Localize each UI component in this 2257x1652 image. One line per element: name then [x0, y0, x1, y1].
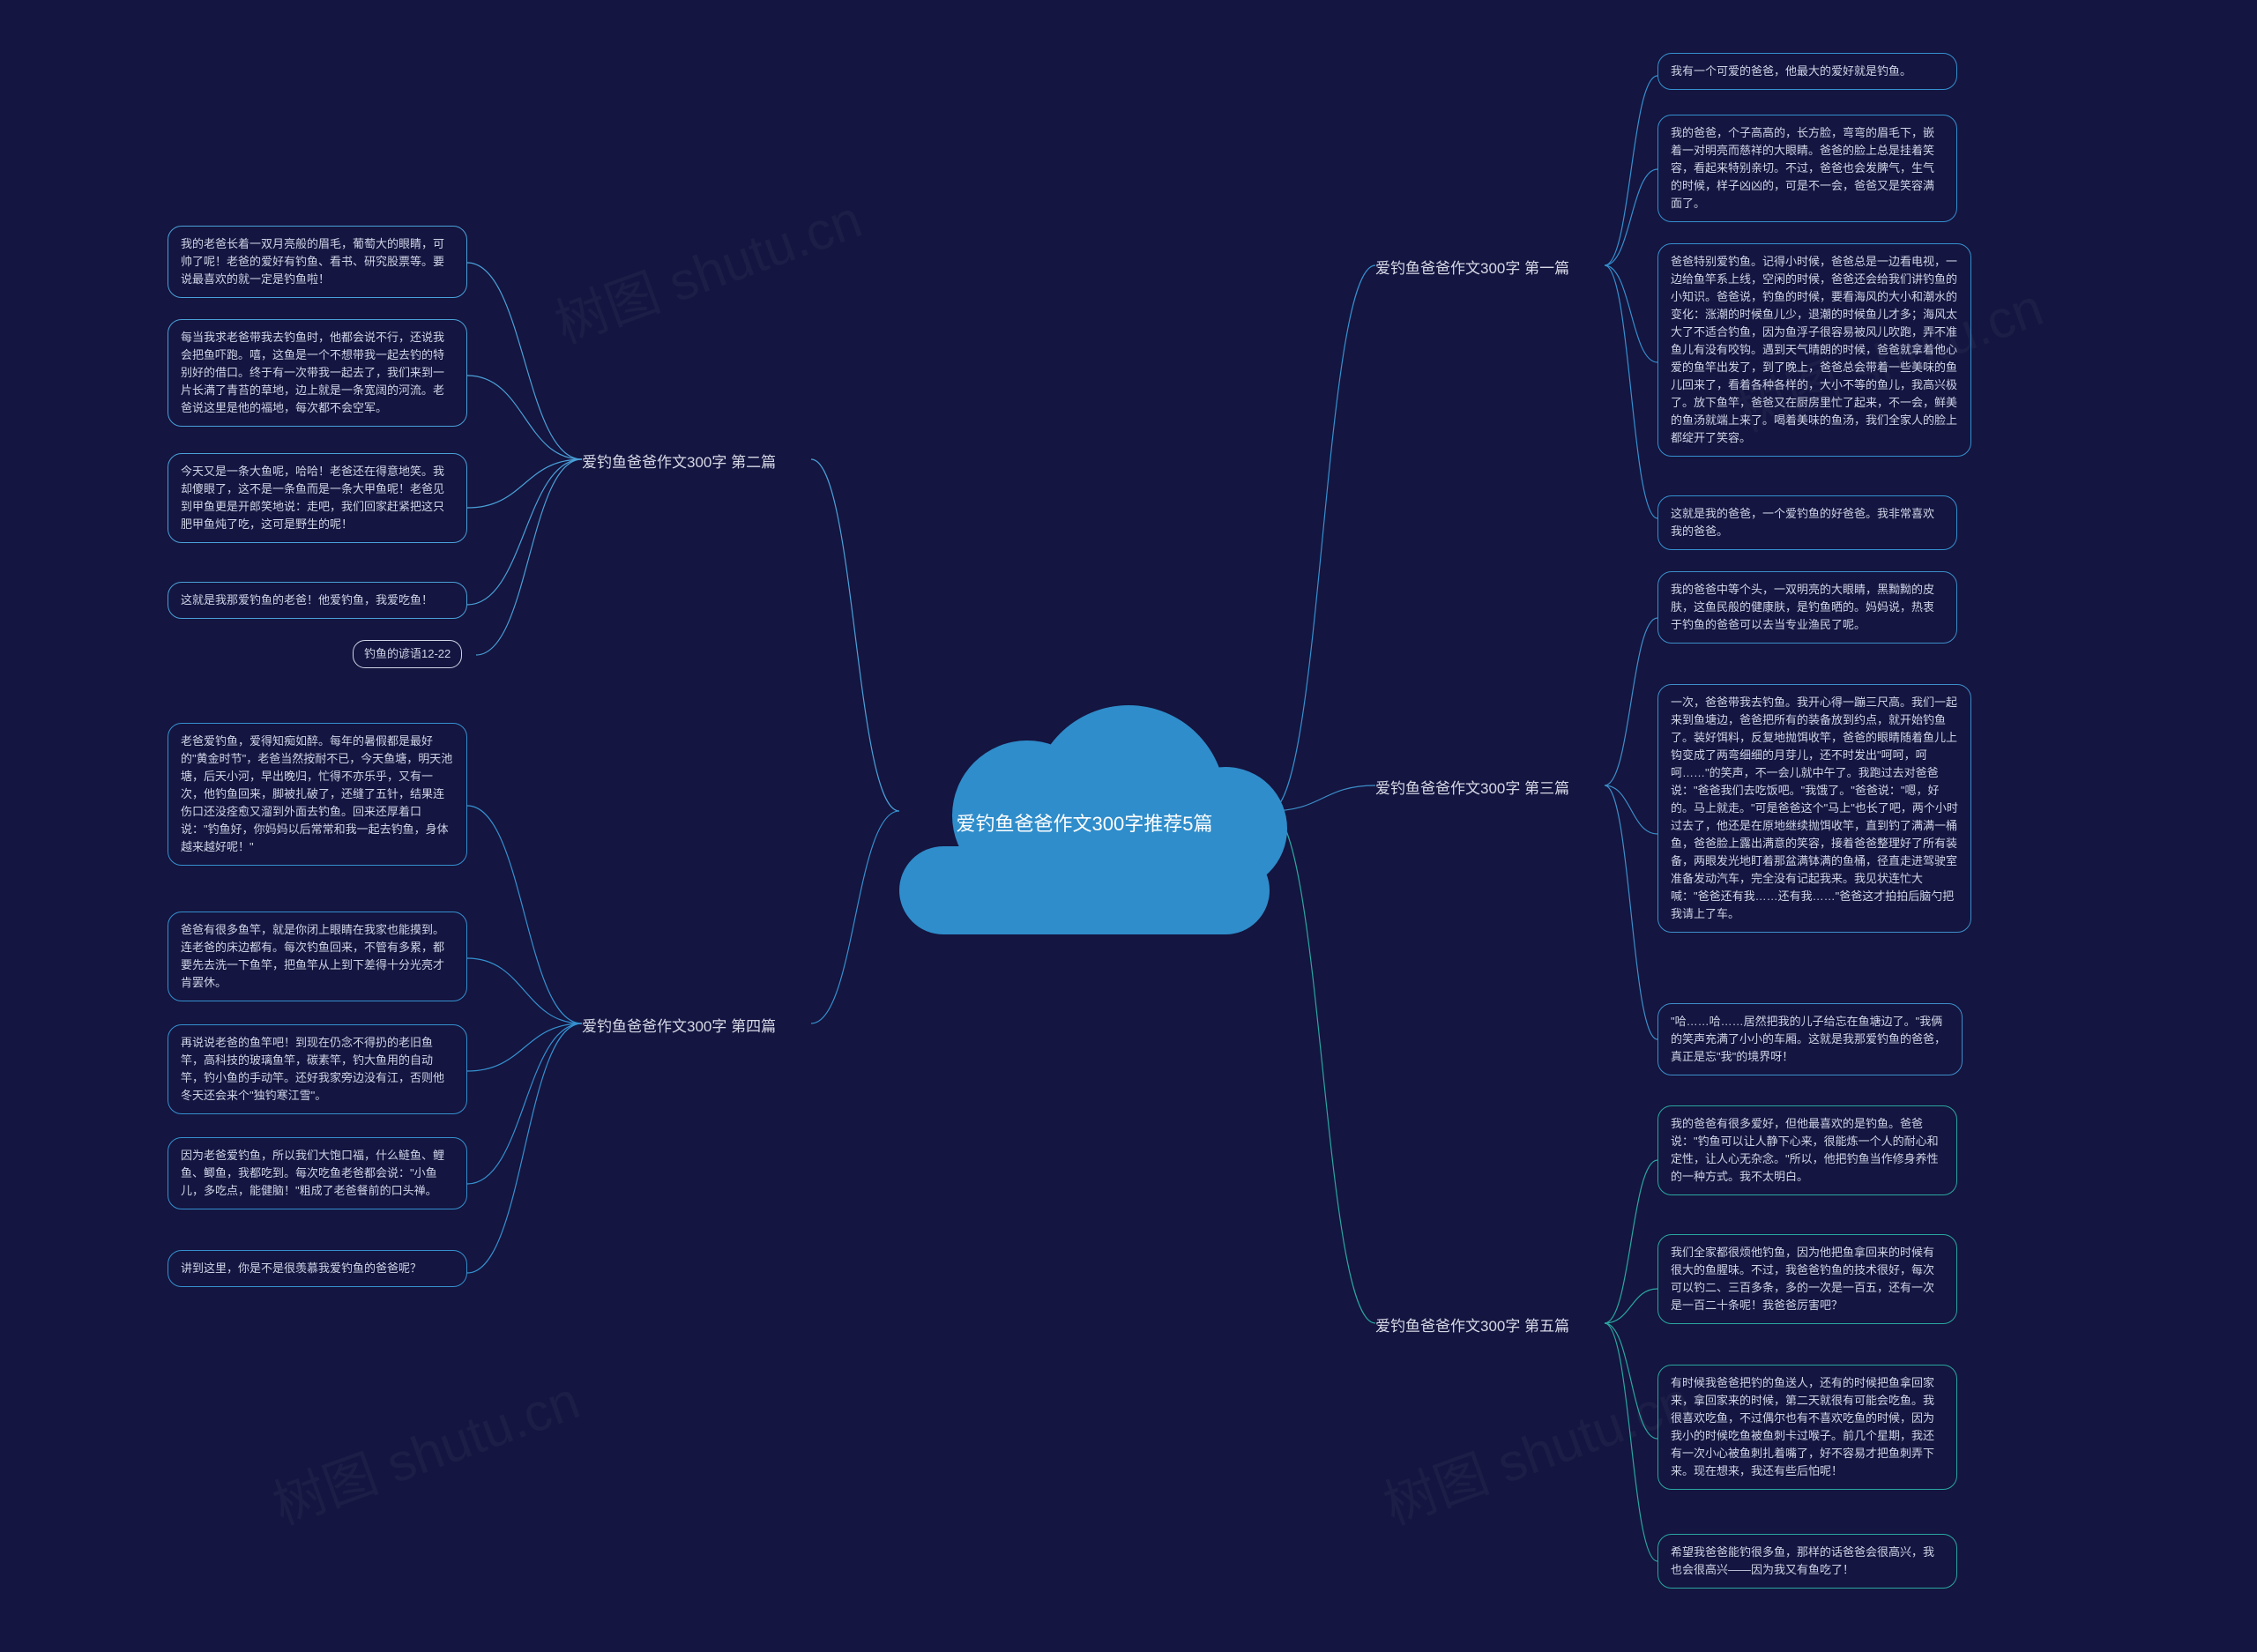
- leaf-b2l3: 今天又是一条大鱼呢，哈哈！老爸还在得意地笑。我却傻眼了，这不是一条鱼而是一条大甲…: [168, 453, 467, 543]
- leaf-b1l3: 爸爸特别爱钓鱼。记得小时候，爸爸总是一边看电视，一边给鱼竿系上线，空闲的时候，爸…: [1657, 243, 1971, 457]
- center-title: 爱钓鱼爸爸作文300字推荐5篇: [899, 811, 1270, 837]
- leaf-b1l1: 我有一个可爱的爸爸，他最大的爱好就是钓鱼。: [1657, 53, 1957, 90]
- leaf-b3l1: 我的爸爸中等个头，一双明亮的大眼睛，黑黝黝的皮肤，这鱼民般的健康肤，是钓鱼晒的。…: [1657, 571, 1957, 644]
- leaf-b4l3: 再说说老爸的鱼竿吧！到现在仍念不得扔的老旧鱼竿，高科技的玻璃鱼竿，碳素竿，钓大鱼…: [168, 1024, 467, 1114]
- watermark: 树图 shutu.cn: [1372, 1358, 1699, 1539]
- watermark: 树图 shutu.cn: [543, 176, 870, 358]
- leaf-b4l2: 爸爸有很多鱼竿，就是你闭上眼睛在我家也能摸到。连老爸的床边都有。每次钓鱼回来，不…: [168, 912, 467, 1001]
- leaf-b1l2: 我的爸爸，个子高高的，长方脸，弯弯的眉毛下，嵌着一对明亮而慈祥的大眼睛。爸爸的脸…: [1657, 115, 1957, 222]
- branch-label-b4: 爱钓鱼爸爸作文300字 第四篇: [582, 1014, 776, 1036]
- leaf-b3l3: "哈……哈……居然把我的儿子给忘在鱼塘边了。"我俩的笑声充满了小小的车厢。这就是…: [1657, 1003, 1963, 1075]
- leaf-b4l1: 老爸爱钓鱼，爱得知痴如醉。每年的暑假都是最好的"黄金时节"，老爸当然按耐不已，今…: [168, 723, 467, 866]
- leaf-b2l5: 钓鱼的谚语12-22: [353, 640, 462, 668]
- leaf-b1l4: 这就是我的爸爸，一个爱钓鱼的好爸爸。我非常喜欢我的爸爸。: [1657, 495, 1957, 550]
- leaf-b3l2: 一次，爸爸带我去钓鱼。我开心得一蹦三尺高。我们一起来到鱼塘边，爸爸把所有的装备放…: [1657, 684, 1971, 933]
- leaf-b4l4: 因为老爸爱钓鱼，所以我们大饱口福，什么鲢鱼、鲤鱼、鲫鱼，我都吃到。每次吃鱼老爸都…: [168, 1137, 467, 1209]
- branch-label-b2: 爱钓鱼爸爸作文300字 第二篇: [582, 450, 776, 472]
- branch-label-b3: 爱钓鱼爸爸作文300字 第三篇: [1375, 776, 1569, 798]
- leaf-b2l1: 我的老爸长着一双月亮般的眉毛，葡萄大的眼睛，可帅了呢！老爸的爱好有钓鱼、看书、研…: [168, 226, 467, 298]
- leaf-b2l4: 这就是我那爱钓鱼的老爸！他爱钓鱼，我爱吃鱼！: [168, 582, 467, 619]
- center-cloud: 爱钓鱼爸爸作文300字推荐5篇: [899, 688, 1270, 934]
- branch-label-b1: 爱钓鱼爸爸作文300字 第一篇: [1375, 256, 1569, 278]
- leaf-b2l2: 每当我求老爸带我去钓鱼时，他都会说不行，还说我会把鱼吓跑。嘻，这鱼是一个不想带我…: [168, 319, 467, 427]
- leaf-b5l2: 我们全家都很烦他钓鱼，因为他把鱼拿回来的时候有很大的鱼腥味。不过，我爸爸钓鱼的技…: [1657, 1234, 1957, 1324]
- leaf-b5l4: 希望我爸爸能钓很多鱼，那样的话爸爸会很高兴，我也会很高兴——因为我又有鱼吃了！: [1657, 1534, 1957, 1589]
- branch-label-b5: 爱钓鱼爸爸作文300字 第五篇: [1375, 1313, 1569, 1336]
- leaf-b4l5: 讲到这里，你是不是很羡慕我爱钓鱼的爸爸呢？: [168, 1250, 467, 1287]
- watermark: 树图 shutu.cn: [261, 1358, 588, 1539]
- leaf-b5l3: 有时候我爸爸把钓的鱼送人，还有的时候把鱼拿回家来，拿回家来的时候，第二天就很有可…: [1657, 1365, 1957, 1490]
- leaf-b5l1: 我的爸爸有很多爱好，但他最喜欢的是钓鱼。爸爸说："钓鱼可以让人静下心来，很能炼一…: [1657, 1105, 1957, 1195]
